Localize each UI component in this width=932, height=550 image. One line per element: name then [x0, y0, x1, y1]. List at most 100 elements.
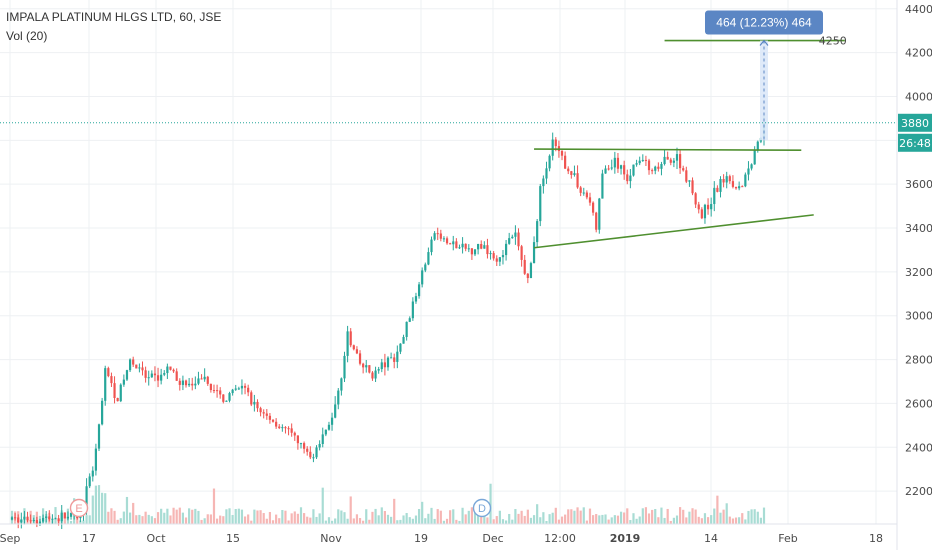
candle-body [169, 366, 172, 370]
candle-body [567, 168, 570, 172]
price-axis-bg [898, 0, 932, 550]
volume-bar [582, 507, 585, 524]
price-tick-label: 2800 [905, 354, 932, 367]
candle-body [657, 166, 660, 169]
volume-bar [206, 514, 209, 524]
candle-body [675, 154, 679, 161]
candle-body [508, 238, 511, 244]
candle-body [321, 434, 324, 444]
volume-bar [119, 518, 122, 524]
volume-bar [557, 519, 561, 524]
trendline-drawings[interactable]: 4250 464 (12.23%) 464 [0, 10, 897, 249]
volume-bar [629, 520, 632, 524]
candle-body [666, 156, 669, 160]
time-tick-label: Oct [146, 532, 166, 545]
event-marker [472, 498, 492, 518]
candle-body [498, 257, 501, 262]
volume-bar [113, 510, 116, 524]
candle-body [184, 380, 188, 386]
volume-bar [669, 520, 672, 524]
candle-body [678, 154, 682, 169]
candle-body [135, 364, 138, 369]
price-tick-label: 4400 [905, 3, 932, 16]
volume-bar [551, 512, 554, 524]
volume-bar [138, 514, 141, 524]
candle-body [10, 517, 14, 520]
candle-body [349, 331, 352, 346]
volume-bar [424, 518, 427, 524]
volume-bar [306, 516, 309, 524]
last-price-badge [898, 113, 932, 132]
volume-bar [635, 518, 638, 524]
price-axis[interactable]: 2200240026002800300032003400360038004000… [896, 0, 932, 550]
symbol-title[interactable]: IMPALA PLATINUM HLGS LTD, 60, JSE [6, 10, 222, 24]
candle-body [122, 379, 125, 385]
volume-bar [417, 509, 421, 524]
candle-body [706, 204, 710, 210]
volume-bar [281, 510, 284, 524]
volume-bar [358, 518, 362, 524]
volume-bar [666, 508, 669, 524]
volume-indicator-label[interactable]: Vol (20) [6, 29, 48, 43]
price-tick-label: 4200 [905, 47, 932, 60]
volume-bar [753, 509, 756, 524]
time-tick-label: Dec [482, 532, 503, 545]
candle-body [191, 383, 194, 386]
volume-bar [439, 510, 442, 524]
candle-body [601, 173, 604, 199]
volume-bar [318, 513, 321, 524]
candle-body [35, 519, 38, 525]
volume-bar [374, 508, 377, 524]
volume-bar [688, 511, 691, 524]
candle-body [101, 400, 104, 425]
volume-bar [247, 514, 250, 524]
candle-body [750, 164, 753, 169]
time-tick-label: 14 [704, 532, 718, 545]
volume-bar [166, 508, 169, 524]
volume-bar [449, 510, 452, 524]
time-tick-label: Nov [320, 532, 342, 545]
volume-bar [156, 512, 160, 524]
candle-body [88, 476, 91, 487]
time-tick-label: 19 [414, 532, 428, 545]
candle-body [85, 486, 88, 509]
candle-body [560, 151, 564, 156]
volume-bar [532, 515, 536, 524]
volume-bar [225, 509, 228, 524]
volume-bar [520, 510, 523, 524]
candle-body [672, 160, 675, 163]
volume-bar [362, 520, 365, 524]
volume-bar [309, 517, 312, 524]
candle-body [461, 243, 464, 248]
candle-body [178, 380, 181, 385]
volume-bar [222, 516, 225, 524]
candle-body [564, 155, 567, 169]
candle-body [591, 202, 595, 213]
volume-bar [132, 502, 135, 524]
time-axis[interactable]: Sep 17 Oct 15 Nov 19 Dec 12:00 2019 14 Feb 18 [0, 523, 897, 545]
candle-body [228, 393, 231, 401]
volume-bar [716, 495, 719, 524]
candle-body [374, 370, 377, 379]
candle-body [647, 160, 651, 171]
candle-body [632, 164, 635, 176]
volume-bar [756, 511, 759, 524]
volume-bar [349, 496, 352, 524]
price-tick-label: 4000 [905, 90, 932, 103]
volume-bar [654, 508, 657, 524]
candle-body [299, 443, 303, 445]
volume-bar [613, 515, 616, 524]
volume-bar [452, 509, 455, 524]
volume-bar [529, 517, 533, 524]
volume-bar [548, 514, 551, 524]
candle-body [545, 168, 548, 179]
candle-body [14, 517, 17, 519]
candle-body [362, 363, 365, 368]
time-tick-label: 17 [82, 532, 96, 545]
volume-bar [442, 520, 446, 524]
volume-bar [371, 511, 374, 524]
candle-body [119, 384, 122, 402]
volume-bar [396, 520, 399, 524]
